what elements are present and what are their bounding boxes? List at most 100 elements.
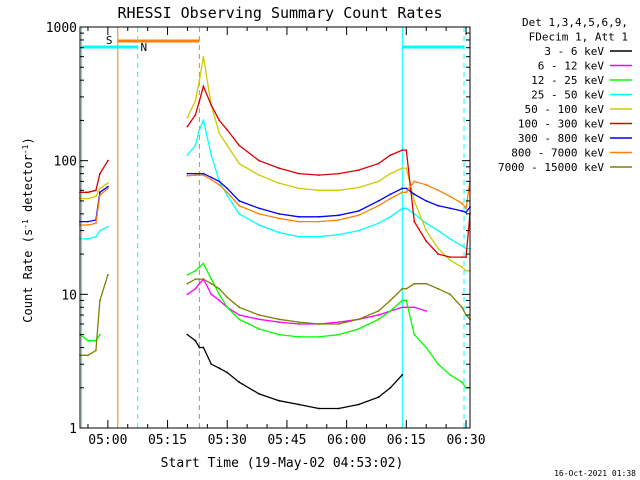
series-point — [186, 333, 189, 336]
series-point — [210, 293, 213, 296]
series-point — [298, 187, 300, 190]
series-point — [317, 235, 320, 238]
series-point — [186, 273, 189, 276]
series-point — [258, 159, 260, 162]
series-point — [461, 306, 463, 309]
series-point — [389, 215, 392, 218]
y-label-part2: detector — [21, 154, 35, 219]
series-point — [405, 191, 408, 194]
series-point — [461, 210, 463, 212]
series-point — [465, 256, 467, 258]
series-point — [413, 333, 416, 336]
series-point — [413, 180, 416, 183]
series-point — [95, 189, 97, 192]
series-point — [218, 119, 221, 122]
series-point — [278, 333, 280, 336]
series-point — [425, 183, 428, 186]
series-point — [107, 273, 109, 276]
series-point — [226, 144, 229, 147]
series-point — [95, 222, 97, 225]
series-point — [413, 193, 416, 196]
legend: Det 1,3,4,5,6,9, FDecim 1, Att 13 - 6 keV… — [498, 16, 632, 174]
series-point — [198, 129, 201, 131]
series-point — [226, 129, 229, 131]
series-point — [357, 214, 360, 217]
series-point — [337, 172, 340, 175]
series-point — [226, 194, 229, 197]
series-point — [337, 219, 340, 221]
series-point — [461, 245, 463, 247]
series-point — [389, 310, 392, 312]
series-point — [194, 269, 197, 272]
series-point — [298, 403, 300, 406]
series-point — [210, 278, 213, 280]
series-point — [194, 174, 197, 177]
series-point — [210, 178, 213, 181]
series-point — [401, 373, 404, 376]
series-point — [202, 262, 205, 265]
series-point — [461, 266, 463, 268]
series-point — [449, 373, 451, 376]
series-point — [258, 174, 260, 177]
series-point — [258, 314, 260, 316]
series-point — [186, 293, 189, 296]
series-point — [198, 172, 201, 175]
series-point — [357, 210, 360, 212]
series-point — [449, 238, 451, 240]
series-point — [238, 144, 241, 147]
series-point — [238, 162, 241, 165]
series-point — [107, 182, 109, 185]
series-line-6-12-kev — [187, 277, 427, 325]
legend-label: 100 - 300 keV — [518, 118, 604, 131]
legend-label: 7000 - 15000 keV — [498, 161, 604, 174]
series-point — [425, 346, 428, 349]
series-point — [389, 299, 392, 302]
series-point — [413, 306, 416, 309]
series-point — [258, 213, 260, 215]
series-point — [194, 114, 197, 116]
y-label-sup2: -1 — [21, 144, 30, 154]
series-point — [186, 282, 189, 285]
series-point — [437, 253, 440, 256]
series-point — [87, 197, 89, 200]
x-tick-label: 06:30 — [446, 433, 485, 448]
series-point — [218, 299, 221, 302]
y-tick-label: 1 — [69, 422, 77, 437]
series-point — [202, 172, 205, 175]
series-point — [99, 172, 101, 175]
series-point — [317, 220, 320, 223]
series-point — [298, 323, 300, 325]
series-point — [425, 240, 428, 243]
series-point — [449, 207, 451, 210]
series-point — [377, 318, 380, 321]
series-point — [278, 213, 280, 215]
series-point — [405, 207, 408, 210]
series-point — [357, 318, 360, 321]
series-point — [357, 169, 360, 172]
series-point — [298, 215, 300, 218]
series-point — [357, 328, 360, 330]
series-point — [218, 132, 221, 135]
series-point — [425, 229, 428, 232]
x-tick-label: 05:15 — [148, 433, 187, 448]
footer-date: 16-Oct-2021 01:38 — [554, 469, 636, 478]
series-point — [377, 310, 380, 312]
series-point — [389, 386, 392, 389]
series-point — [405, 149, 408, 152]
y-tick-label: 100 — [54, 155, 77, 170]
legend-label: 50 - 100 keV — [525, 103, 605, 116]
series-point — [337, 233, 340, 236]
series-line-12-25-kev — [79, 334, 101, 342]
series-point — [194, 144, 197, 147]
series-point — [258, 318, 260, 321]
series-point — [87, 238, 89, 240]
x-tick-label: 06:15 — [387, 433, 426, 448]
series-point — [437, 247, 440, 250]
series-point — [425, 200, 428, 202]
series-point — [405, 187, 408, 190]
series-point — [202, 346, 205, 349]
series-point — [405, 287, 408, 290]
series-point — [357, 229, 360, 232]
series-point — [87, 354, 89, 357]
